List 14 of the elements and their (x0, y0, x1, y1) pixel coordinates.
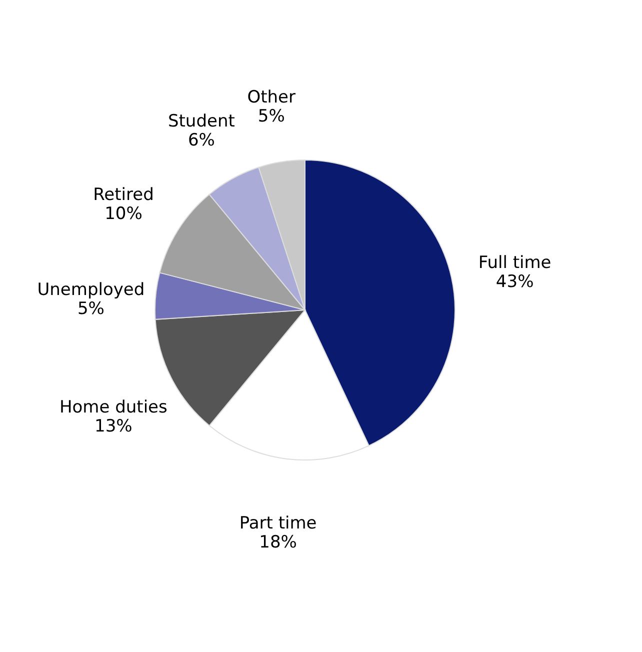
data-label: 18% (259, 532, 297, 552)
data-label: 43% (496, 272, 534, 292)
slice-label: Unemployed (37, 280, 145, 300)
data-label: 6% (188, 130, 215, 151)
data-label: 5% (77, 298, 104, 319)
slice-label: Home duties (59, 398, 168, 418)
slice-label: Full time (478, 253, 552, 274)
data-label: 13% (94, 416, 132, 437)
slice-label: Part time (239, 513, 317, 534)
data-label: 5% (258, 106, 285, 127)
slice-label: Retired (93, 184, 154, 205)
data-label: 10% (104, 204, 142, 224)
slice-label: Other (247, 88, 296, 108)
slice-label: Student (168, 112, 236, 132)
